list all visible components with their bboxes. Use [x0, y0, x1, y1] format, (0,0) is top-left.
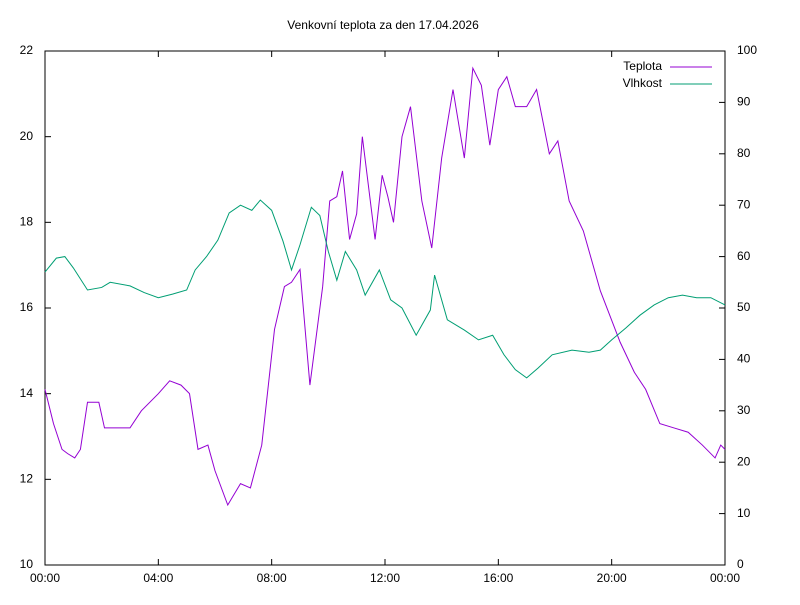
- y-tick-label: 18: [20, 215, 34, 229]
- y-tick-label: 12: [20, 472, 34, 486]
- x-tick-label: 16:00: [483, 571, 513, 585]
- x-tick-label: 08:00: [257, 571, 287, 585]
- legend-label: Vlhkost: [623, 76, 663, 90]
- y-tick-label: 20: [20, 129, 34, 143]
- y2-tick-label: 100: [737, 43, 757, 57]
- x-tick-label: 12:00: [370, 571, 400, 585]
- y2-tick-label: 0: [737, 557, 744, 571]
- x-tick-label: 00:00: [710, 571, 740, 585]
- x-tick-label: 20:00: [597, 571, 627, 585]
- y2-tick-label: 40: [737, 352, 751, 366]
- y2-tick-label: 70: [737, 197, 751, 211]
- y2-tick-label: 80: [737, 146, 751, 160]
- y-tick-label: 16: [20, 300, 34, 314]
- x-tick-label: 00:00: [30, 571, 60, 585]
- y2-tick-label: 60: [737, 249, 751, 263]
- data-line: [44, 66, 726, 507]
- legend-label: Teplota: [623, 59, 662, 73]
- y-tick-label: 10: [20, 557, 34, 571]
- y2-tick-label: 30: [737, 403, 751, 417]
- y2-tick-label: 10: [737, 506, 751, 520]
- y2-tick-label: 90: [737, 95, 751, 109]
- y-tick-label: 22: [20, 43, 34, 57]
- y2-tick-label: 50: [737, 300, 751, 314]
- y2-tick-label: 20: [737, 454, 751, 468]
- data-line: [44, 199, 726, 379]
- y-tick-label: 14: [20, 386, 34, 400]
- chart-title: Venkovní teplota za den 17.04.2026: [287, 18, 479, 32]
- x-tick-label: 04:00: [143, 571, 173, 585]
